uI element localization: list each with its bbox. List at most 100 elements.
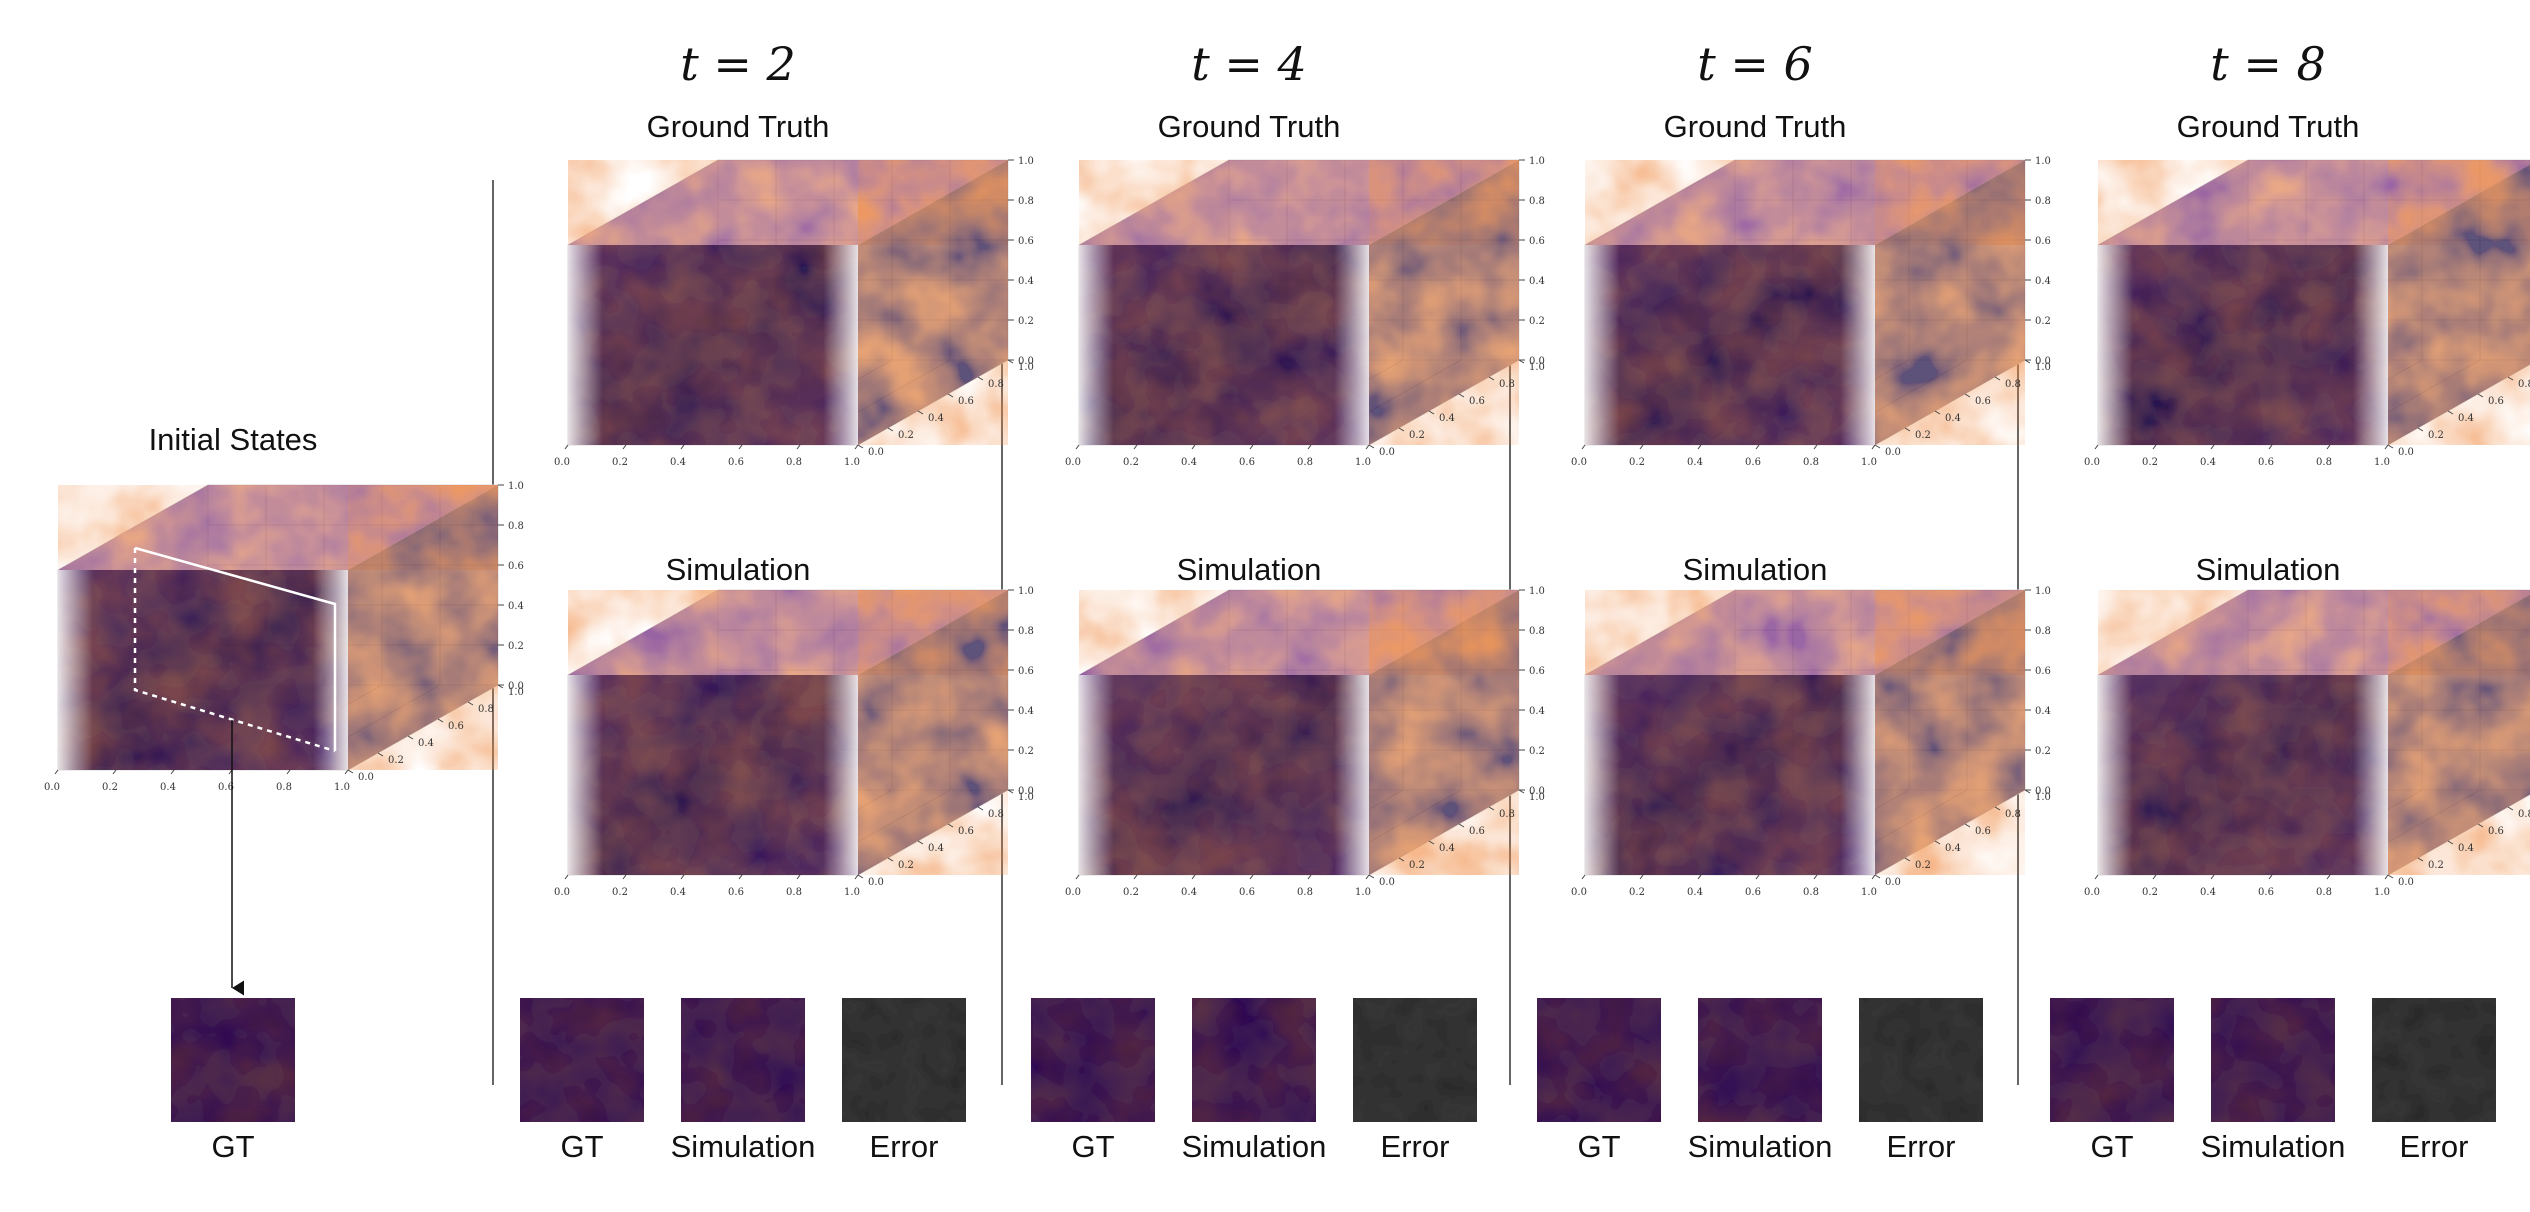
volume-side [2388,594,2530,875]
y-tick-label: 0.2 [388,755,404,766]
x-tick-label: 0.4 [670,887,686,898]
axes: 0.00.00.00.20.20.20.40.40.40.60.60.60.80… [1065,586,1545,898]
volume-fade [2098,245,2388,445]
y-tick-label: 0.2 [898,860,914,871]
x-tick-label: 1.0 [844,457,860,468]
z-tick-label: 0.4 [1529,706,1545,717]
y-tick-label: 0.6 [2488,396,2504,407]
thumb-simulation [1192,998,1316,1122]
volume-top [568,160,1008,245]
z-tick-label: 0.8 [1529,196,1545,207]
z-tick-label: 0.8 [508,521,524,532]
slice-indicator [133,546,337,753]
x-tick-label: 0.4 [1181,457,1197,468]
simulation-title: Simulation [1683,552,1828,587]
thumb-error [842,998,966,1122]
x-tick-label: 1.0 [1861,887,1877,898]
x-tick-label: 0.0 [554,887,570,898]
ground-truth-title: Ground Truth [1664,109,1847,144]
y-tick-label: 1.0 [1018,362,1034,373]
simulation-title: Simulation [666,552,811,587]
x-tick-label: 0.0 [1065,457,1081,468]
x-tick-label: 0.0 [1571,457,1587,468]
time-label: t = 2 [680,37,796,91]
x-tick-label: 0.8 [2316,457,2332,468]
volume-render [2098,160,2530,445]
x-tick-label: 0.2 [1629,887,1645,898]
x-tick-label: 0.2 [1123,457,1139,468]
y-tick-label: 0.0 [868,877,884,888]
y-tick-label: 1.0 [1529,362,1545,373]
volume-render [1079,590,1519,875]
axes: 0.00.00.00.20.20.20.40.40.40.60.60.60.80… [554,156,1034,468]
y-tick-label: 0.4 [1439,843,1455,854]
volume-side [2388,164,2530,445]
ground-truth-title: Ground Truth [1158,109,1341,144]
simulation-cube: 0.0 0.0 0.0 0.2 0.2 0.2 0.4 0.4 0.4 0.6 0.6 0.6 0.8 0… [554,586,1034,898]
z-tick-label: 0.6 [2035,236,2051,247]
z-tick-label: 0.2 [2035,316,2051,327]
y-tick-label: 0.8 [2005,809,2021,820]
x-tick-label: 0.6 [1239,887,1255,898]
y-tick-label: 0.4 [1945,843,1961,854]
y-tick-label: 0.4 [2458,413,2474,424]
z-tick-label: 0.4 [2035,706,2051,717]
y-tick-label: 1.0 [2035,362,2051,373]
z-tick-label: 0.6 [508,561,524,572]
ground-truth-cube: 0.0 0.0 0.0 0.2 0.2 0.2 0.4 0.4 0.4 0.6 0.6 0.6 0.8 0… [554,156,1034,468]
volume-side [1875,590,2025,875]
volume-top [1079,160,1519,245]
thumb-simulation [681,998,805,1122]
y-tick-label: 0.0 [2398,447,2414,458]
x-tick-label: 0.8 [1297,887,1313,898]
y-tick-label: 1.0 [508,687,524,698]
volume-fade [1079,675,1369,875]
x-tick-label: 0.6 [728,457,744,468]
z-tick-label: 0.2 [1018,746,1034,757]
y-tick-label: 0.6 [1975,826,1991,837]
z-tick-label: 1.0 [1529,586,1545,597]
z-tick-label: 0.6 [1018,236,1034,247]
y-tick-label: 0.8 [1499,379,1515,390]
z-tick-label: 1.0 [508,481,524,492]
z-tick-label: 0.4 [508,601,524,612]
y-tick-label: 0.4 [928,413,944,424]
simulation-title: Simulation [2196,552,2341,587]
thumb-label-error: Error [2400,1129,2469,1164]
thumb-label-error: Error [1887,1129,1956,1164]
axes: 0.00.00.00.20.20.20.40.40.40.60.60.60.80… [2084,806,2530,898]
z-tick-label: 1.0 [1018,156,1034,167]
thumb-label-gt: GT [2090,1129,2133,1164]
thumb-label-gt: GT [1071,1129,1114,1164]
axes: 0.00.00.00.20.20.20.40.40.40.60.60.60.80… [554,586,1034,898]
y-tick-label: 0.0 [1379,877,1395,888]
z-tick-label: 0.0 [1529,786,1545,797]
y-tick-label: 0.2 [1915,430,1931,441]
y-tick-label: 0.4 [2458,843,2474,854]
y-tick-label: 0.2 [898,430,914,441]
x-tick-label: 0.4 [2200,887,2216,898]
thumb-gt [1031,998,1155,1122]
volume-side [858,590,1008,875]
x-tick-label: 0.2 [2142,457,2158,468]
thumb-gt [1537,998,1661,1122]
z-tick-label: 0.6 [1018,666,1034,677]
z-tick-label: 0.8 [2035,196,2051,207]
thumb-error [1859,998,1983,1122]
y-tick-label: 0.0 [1379,447,1395,458]
y-tick-label: 0.4 [418,738,434,749]
volume-top [2098,590,2530,675]
z-tick-label: 0.0 [508,681,524,692]
x-tick-label: 0.2 [612,887,628,898]
volume-fade [1585,675,1875,875]
x-tick-label: 0.2 [1123,887,1139,898]
y-tick-label: 0.0 [2398,877,2414,888]
x-tick-label: 0.8 [1803,887,1819,898]
z-tick-label: 1.0 [2035,156,2051,167]
volume-top [1585,160,2025,245]
volume-side [348,485,498,770]
z-tick-label: 0.0 [1529,356,1545,367]
x-tick-label: 0.6 [1239,457,1255,468]
volume-render [1585,590,2025,875]
thumb-label-error: Error [870,1129,939,1164]
